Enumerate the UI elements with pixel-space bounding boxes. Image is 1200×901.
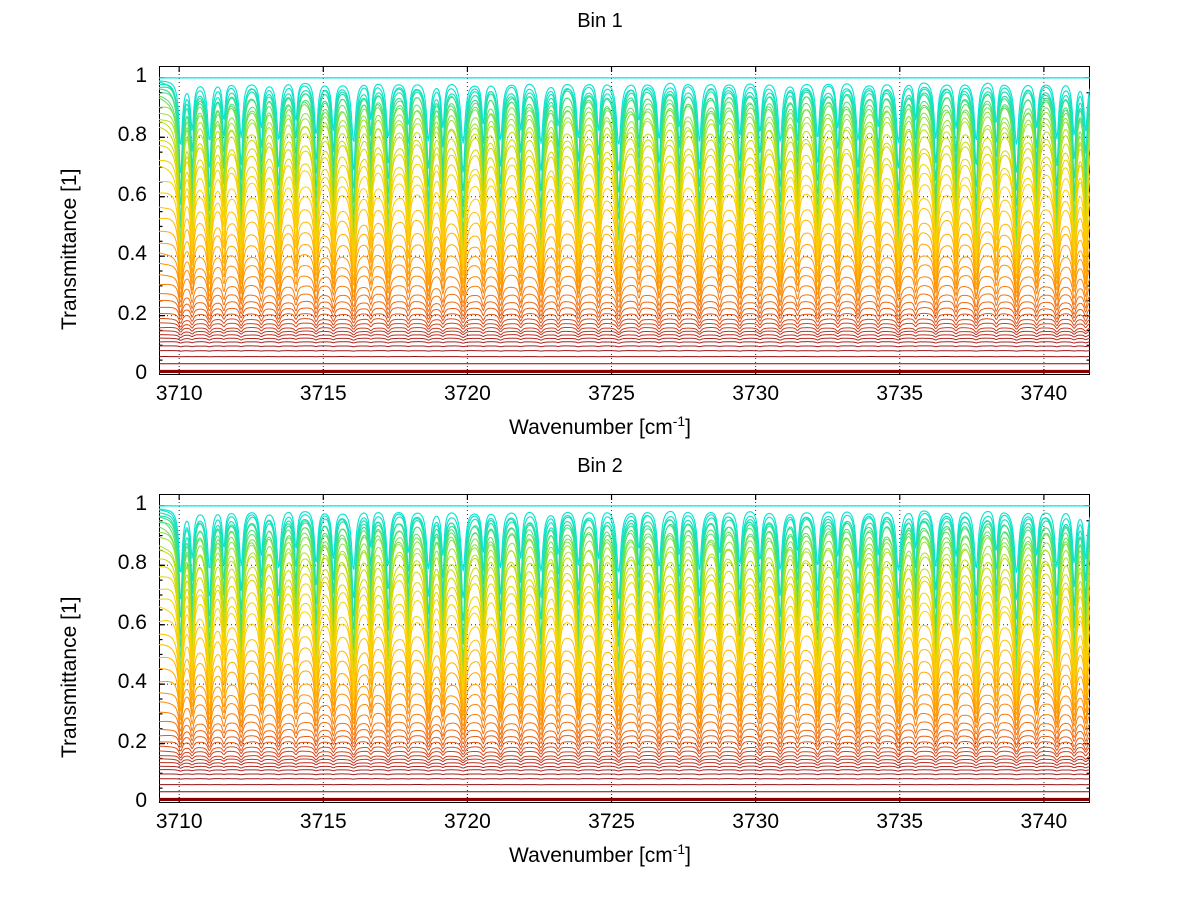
y-axis-label-bin-2: Transmittance [1] (58, 596, 81, 758)
y-tick-label: 1 (135, 491, 147, 515)
x-tick-label: 3730 (732, 382, 779, 405)
spectrum-line (159, 728, 1090, 746)
spectrum-line (159, 334, 1090, 339)
x-axis-label-text: Wavenumber [cm (509, 844, 673, 867)
spectrum-line (159, 692, 1090, 727)
spectrum-line (159, 754, 1090, 761)
y-tick-label: 0.4 (117, 242, 147, 266)
x-axis-label-exponent: -1 (672, 841, 686, 857)
x-tick-label: 3715 (299, 810, 347, 833)
spectrum-line (159, 337, 1090, 341)
spectrum-line (159, 762, 1090, 766)
y-tick-label: 0.2 (117, 301, 147, 325)
spectrum-line (159, 242, 1090, 290)
spectrum-line (159, 306, 1090, 321)
spectrum-line (159, 773, 1090, 776)
y-tick-label: 0.4 (117, 670, 147, 694)
spectrum-line (159, 745, 1090, 756)
y-tick-label: 1 (135, 63, 147, 87)
y-tick-label: 0.6 (117, 610, 147, 634)
spectrum-line (159, 778, 1090, 780)
spectrum-line (159, 769, 1090, 772)
spectrum-line (159, 317, 1090, 328)
spectrum-line (159, 741, 1090, 753)
y-axis-label-bin-1: Transmittance [1] (58, 168, 81, 330)
spectrum-line (159, 680, 1090, 722)
x-tick-label: 3725 (588, 382, 635, 405)
y-tick-label: 0.2 (117, 729, 147, 753)
spectrum-line (159, 758, 1090, 764)
x-axis-label-text: Wavenumber [cm (509, 416, 673, 439)
panel-title-bin-2: Bin 2 (577, 455, 623, 477)
spectrum-line (159, 274, 1090, 304)
spectra-curves (159, 77, 1090, 374)
x-tick-label: 3715 (299, 382, 347, 405)
y-tick-label: 0 (135, 789, 147, 812)
spectrum-line (159, 322, 1090, 331)
x-tick-label: 3725 (588, 810, 635, 833)
x-tick-label: 3720 (444, 382, 491, 405)
spectrum-line (159, 720, 1090, 741)
spectrum-line (159, 283, 1090, 309)
y-tick-label: 0.8 (117, 551, 147, 575)
x-tick-label: 3740 (1020, 810, 1068, 833)
spectrum-line (159, 345, 1090, 348)
x-tick-label: 3710 (155, 810, 203, 833)
spectrum-line (159, 350, 1090, 352)
x-axis-label-bin-1: Wavenumber [cm-1] (0, 413, 1200, 440)
x-tick-label: 3735 (876, 810, 924, 833)
x-axis-label-close: ] (685, 416, 691, 439)
x-tick-label: 3710 (155, 382, 203, 405)
x-tick-label: 3730 (732, 810, 779, 833)
spectra-plot-bin-1 (159, 66, 1090, 375)
x-tick-label: 3735 (876, 382, 924, 405)
panel-title-bin-1: Bin 1 (577, 10, 623, 32)
spectrum-line (159, 341, 1090, 344)
y-tick-label: 0 (135, 361, 147, 384)
spectra-plot-bin-2 (159, 494, 1090, 803)
spectrum-line (159, 668, 1090, 718)
spectrum-line (159, 765, 1090, 769)
spectrum-line (159, 330, 1090, 336)
spectrum-line (159, 252, 1090, 295)
x-tick-label: 3720 (444, 810, 491, 833)
spectrum-line (159, 262, 1090, 298)
x-tick-label: 3740 (1020, 382, 1068, 405)
spectrum-line (159, 701, 1090, 732)
spectrum-line (159, 80, 1090, 145)
spectrum-line (159, 508, 1090, 574)
spectrum-line (159, 750, 1090, 758)
spectrum-line (159, 326, 1090, 333)
spectrum-line (159, 711, 1090, 737)
y-tick-label: 0.8 (117, 123, 147, 147)
x-axis-label-exponent: -1 (672, 413, 686, 429)
x-axis-label-close: ] (685, 844, 691, 867)
x-axis-label-bin-2: Wavenumber [cm-1] (0, 841, 1200, 868)
spectrum-line (159, 293, 1090, 313)
spectrum-line (159, 734, 1090, 749)
spectrum-line (159, 180, 1090, 271)
spectrum-line (159, 312, 1090, 324)
y-tick-label: 0.6 (117, 182, 147, 206)
spectra-curves (159, 505, 1090, 802)
spectrum-line (159, 299, 1090, 317)
